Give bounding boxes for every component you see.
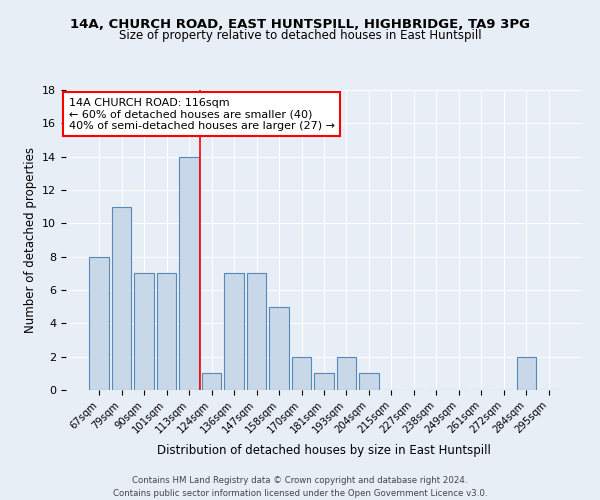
Bar xyxy=(89,256,109,390)
Bar xyxy=(517,356,536,390)
Bar xyxy=(157,274,176,390)
Bar xyxy=(112,206,131,390)
Bar xyxy=(134,274,154,390)
Y-axis label: Number of detached properties: Number of detached properties xyxy=(23,147,37,333)
Bar xyxy=(359,374,379,390)
Bar xyxy=(269,306,289,390)
Bar xyxy=(202,374,221,390)
X-axis label: Distribution of detached houses by size in East Huntspill: Distribution of detached houses by size … xyxy=(157,444,491,456)
Bar xyxy=(247,274,266,390)
Text: Contains HM Land Registry data © Crown copyright and database right 2024.
Contai: Contains HM Land Registry data © Crown c… xyxy=(113,476,487,498)
Bar xyxy=(292,356,311,390)
Bar xyxy=(224,274,244,390)
Text: 14A CHURCH ROAD: 116sqm
← 60% of detached houses are smaller (40)
40% of semi-de: 14A CHURCH ROAD: 116sqm ← 60% of detache… xyxy=(68,98,335,130)
Bar xyxy=(314,374,334,390)
Text: Size of property relative to detached houses in East Huntspill: Size of property relative to detached ho… xyxy=(119,29,481,42)
Text: 14A, CHURCH ROAD, EAST HUNTSPILL, HIGHBRIDGE, TA9 3PG: 14A, CHURCH ROAD, EAST HUNTSPILL, HIGHBR… xyxy=(70,18,530,30)
Bar xyxy=(179,156,199,390)
Bar xyxy=(337,356,356,390)
